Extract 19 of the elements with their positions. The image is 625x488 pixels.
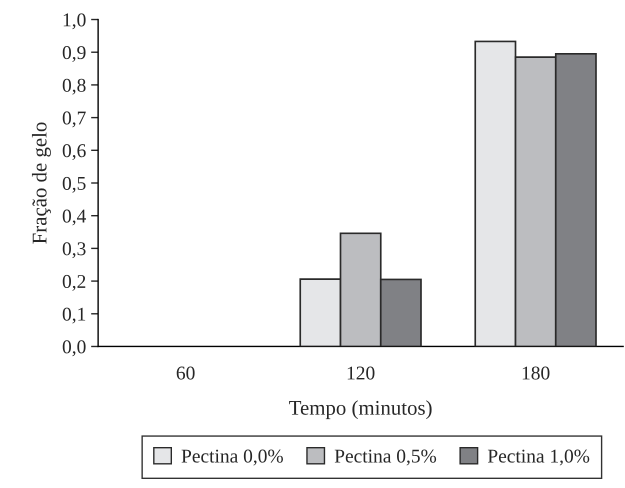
y-tick-label: 0,8 [62, 78, 86, 95]
y-tick-label: 0,1 [62, 308, 86, 324]
legend-label: Pectina 0,5% [334, 450, 436, 466]
x-tick-label: 60 [176, 366, 195, 380]
x-axis-title: Tempo (minutos) [289, 400, 432, 420]
y-tick-label: 0,3 [62, 242, 86, 258]
y-tick-label: 0,5 [62, 176, 86, 193]
legend-label: Pectina 1,0% [488, 450, 590, 466]
x-tick-label: 120 [348, 366, 374, 380]
y-tick-label: 0,7 [62, 111, 86, 128]
y-tick-label: 0,6 [62, 144, 86, 160]
y-axis-title: Fração de gelo [32, 122, 51, 244]
y-tick-label: 0,4 [62, 210, 86, 226]
y-tick-label: 0,9 [62, 46, 86, 62]
y-tick-label: 1,0 [64, 13, 86, 30]
y-tick-label: 0,0 [62, 340, 86, 356]
y-tick-label: 0,2 [62, 274, 86, 291]
legend-label: Pectina 0,0% [182, 450, 283, 466]
x-tick-label: 180 [522, 366, 550, 380]
